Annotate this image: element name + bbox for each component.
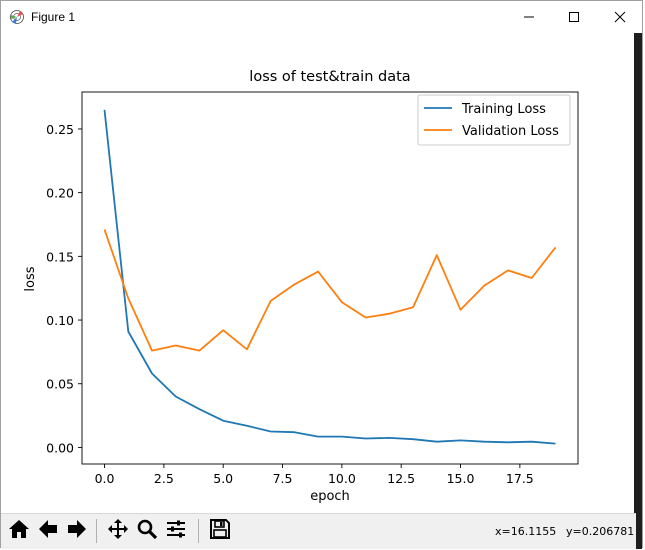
configure-subplots-icon bbox=[165, 518, 187, 544]
cursor-y-readout: y=0.206781 bbox=[566, 525, 635, 538]
legend-label-training: Training Loss bbox=[461, 102, 546, 117]
x-tick-label: 17.5 bbox=[506, 471, 534, 486]
save-button[interactable] bbox=[207, 518, 233, 544]
toolbar-separator bbox=[96, 519, 97, 543]
pan-icon bbox=[107, 518, 129, 544]
legend-box bbox=[417, 94, 571, 146]
y-tick-label: 0.10 bbox=[46, 313, 74, 328]
home-button[interactable] bbox=[6, 518, 32, 544]
forward-button[interactable] bbox=[64, 518, 90, 544]
loss-chart[interactable]: loss of test&train data 0.00 0.05 0.10 0.15… bbox=[1, 33, 636, 511]
background-strip bbox=[634, 33, 642, 549]
training-loss-line bbox=[103, 109, 556, 445]
validation-loss-line bbox=[103, 229, 557, 352]
x-tick-label: 7.5 bbox=[273, 471, 293, 486]
home-icon bbox=[8, 518, 30, 544]
x-tick-label: 15.0 bbox=[447, 471, 475, 486]
y-tick-label: 0.15 bbox=[46, 249, 74, 264]
forward-icon bbox=[66, 518, 88, 544]
back-icon bbox=[37, 518, 59, 544]
maximize-button[interactable] bbox=[551, 1, 597, 33]
close-button[interactable] bbox=[597, 1, 643, 33]
x-tick-label: 2.5 bbox=[154, 471, 174, 486]
x-tick-label: 10.0 bbox=[328, 471, 356, 486]
legend-label-validation: Validation Loss bbox=[462, 124, 559, 139]
toolbar-separator bbox=[198, 519, 199, 543]
axes-frame bbox=[81, 91, 579, 465]
navigation-toolbar: x=16.1155 y=0.206781 bbox=[1, 513, 636, 549]
y-tick-label: 0.20 bbox=[46, 186, 74, 201]
zoom-icon bbox=[136, 518, 158, 544]
legend: Training Loss Validation Loss bbox=[417, 94, 571, 146]
back-button[interactable] bbox=[35, 518, 61, 544]
save-icon bbox=[209, 518, 231, 544]
figure-canvas[interactable]: loss of test&train data 0.00 0.05 0.10 0.15… bbox=[1, 33, 636, 511]
maximize-icon bbox=[568, 8, 580, 27]
x-tick-label: 5.0 bbox=[213, 471, 233, 486]
cursor-x-readout: x=16.1155 bbox=[495, 525, 557, 538]
configure-subplots-button[interactable] bbox=[163, 518, 189, 544]
app-icon bbox=[9, 9, 25, 25]
y-tick-label: 0.25 bbox=[46, 122, 74, 137]
x-tick-label: 0.0 bbox=[95, 471, 115, 486]
zoom-button[interactable] bbox=[134, 518, 160, 544]
window-title: Figure 1 bbox=[31, 10, 76, 24]
pan-button[interactable] bbox=[105, 518, 131, 544]
chart-title: loss of test&train data bbox=[249, 69, 410, 85]
close-icon bbox=[614, 8, 626, 27]
y-axis-label: loss bbox=[23, 266, 38, 291]
title-bar[interactable]: Figure 1 bbox=[1, 1, 642, 33]
y-tick-label: 0.05 bbox=[46, 377, 74, 392]
y-tick-label: 0.00 bbox=[46, 440, 74, 455]
x-axis-label: epoch bbox=[310, 489, 350, 504]
minimize-icon bbox=[523, 8, 535, 27]
x-tick-label: 12.5 bbox=[387, 471, 415, 486]
minimize-button[interactable] bbox=[506, 1, 552, 33]
